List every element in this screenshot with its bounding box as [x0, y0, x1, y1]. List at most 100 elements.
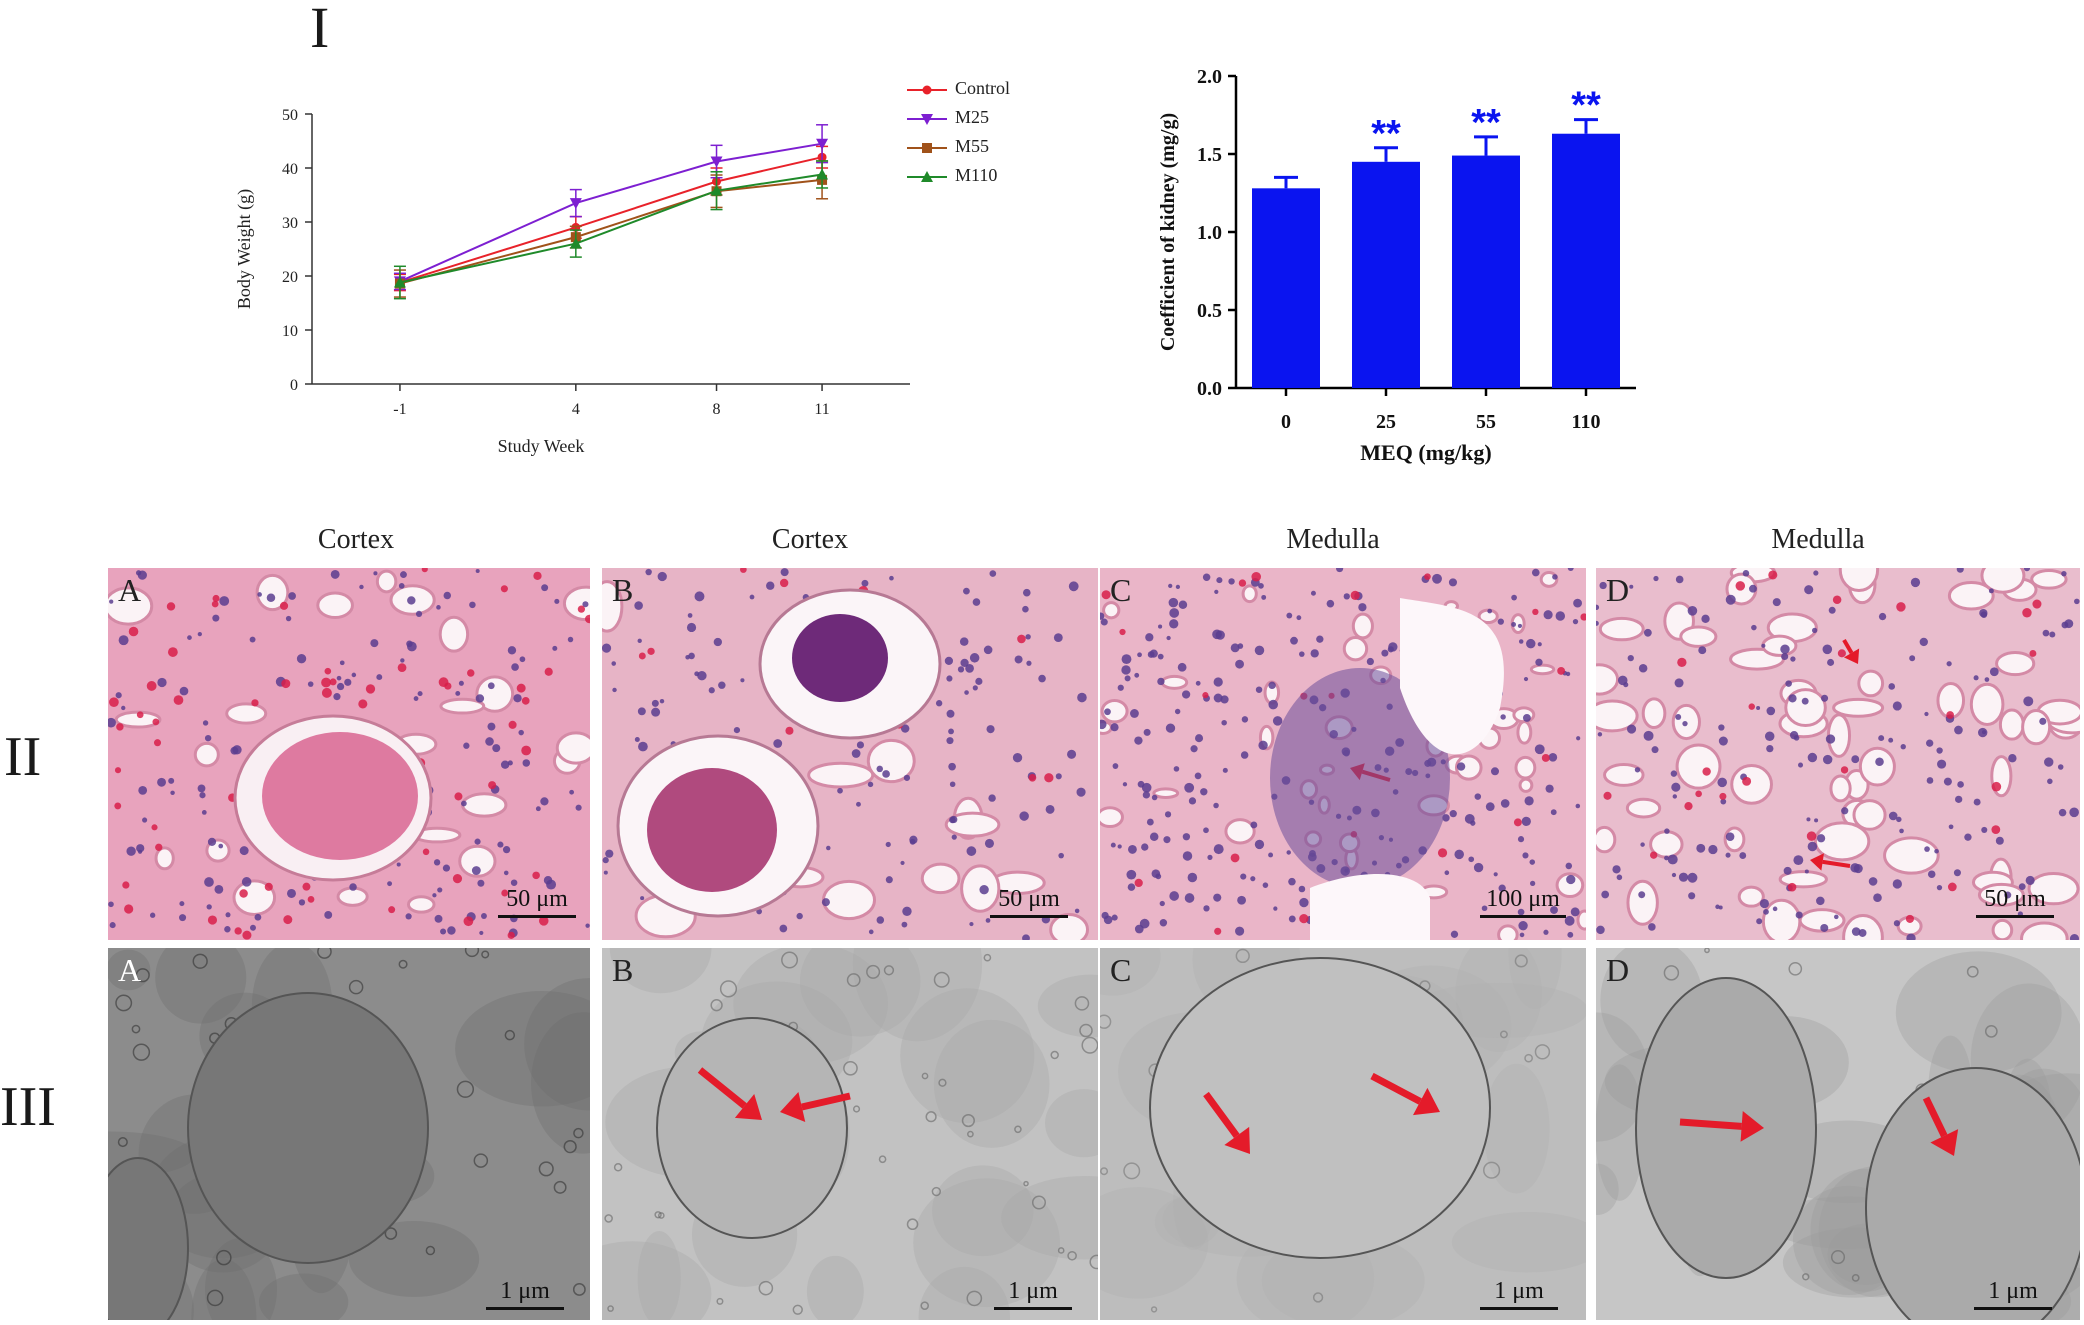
nucleus [740, 678, 745, 683]
lumen [225, 702, 268, 725]
nucleus [1909, 655, 1916, 662]
nucleus [963, 587, 970, 595]
nucleus [458, 680, 464, 686]
lumen [1883, 836, 1940, 875]
nucleus [985, 918, 991, 923]
nucleus [1168, 583, 1173, 588]
red-blood-cell [146, 681, 157, 691]
y-tick-label: 30 [282, 215, 298, 232]
red-blood-cell [1702, 767, 1711, 776]
nucleus [1934, 848, 1939, 854]
lumen [1625, 797, 1662, 819]
vesicle [504, 1029, 516, 1041]
nucleus [1387, 646, 1394, 653]
nucleus [944, 656, 954, 666]
nucleus [575, 804, 582, 811]
nucleus [1254, 645, 1265, 656]
lumen [255, 573, 290, 612]
nucleus [1511, 594, 1517, 601]
nucleus [1381, 649, 1389, 657]
nucleus [821, 898, 830, 907]
nucleus [477, 879, 485, 887]
nucleus [118, 635, 129, 646]
nucleus [1936, 747, 1943, 754]
nucleus [779, 924, 788, 933]
nucleus [197, 632, 202, 637]
nucleus [1989, 667, 1999, 677]
nucleus [2057, 764, 2064, 770]
nucleus [1653, 575, 1659, 582]
vesicle [921, 1072, 929, 1080]
nucleus [417, 691, 423, 697]
nucleus [1343, 593, 1350, 600]
nucleus [254, 913, 262, 921]
red-blood-cell [124, 904, 134, 914]
nucleus [1112, 763, 1119, 769]
nucleus [1250, 876, 1256, 882]
nucleus [136, 844, 145, 853]
nucleus [986, 725, 995, 734]
nucleus [1643, 628, 1652, 637]
red-blood-cell [264, 882, 273, 891]
legend-item: M55 [905, 136, 989, 157]
panel-label: C [1110, 952, 1132, 988]
red-blood-cell [239, 889, 248, 898]
nucleus [1067, 749, 1077, 759]
nucleus [540, 797, 549, 806]
lumen [406, 895, 436, 914]
nucleus [2025, 875, 2035, 885]
nucleus [1169, 891, 1180, 901]
red-blood-cell [1028, 773, 1037, 782]
nucleus [1145, 633, 1154, 642]
vesicle [1089, 1254, 1098, 1270]
nucleus [1298, 885, 1306, 893]
nucleus [1143, 728, 1151, 736]
vesicle [216, 1249, 232, 1266]
organelle [531, 1012, 590, 1154]
nucleus [1490, 767, 1499, 776]
nucleus [469, 601, 476, 609]
vesicle [1483, 1161, 1501, 1179]
nucleus [1241, 716, 1249, 723]
nucleus [1781, 652, 1789, 660]
nucleus [1104, 708, 1111, 716]
nucleus [1165, 723, 1176, 733]
nucleus [1906, 933, 1916, 940]
red-blood-cell [1541, 753, 1550, 762]
vesicle [1100, 1014, 1112, 1029]
nucleus [1214, 589, 1219, 594]
red-blood-cell [166, 602, 176, 611]
nucleus [2061, 621, 2069, 629]
nucleus [1564, 915, 1575, 926]
nucleus [1182, 690, 1191, 699]
red-blood-cell [785, 726, 794, 735]
arrow-marker [780, 1091, 851, 1123]
vesicle [1235, 948, 1250, 964]
nucleus [1892, 701, 1902, 711]
nucleus [1865, 1067, 2080, 1320]
lumen [1518, 777, 1534, 793]
nucleus [2008, 754, 2017, 763]
red-blood-cell [488, 781, 497, 790]
arrow-head [1930, 1129, 1959, 1156]
organelle [1001, 1175, 1098, 1260]
nucleus [1456, 762, 1466, 771]
red-blood-cell [114, 802, 122, 810]
nucleus [546, 879, 557, 890]
nucleus [1487, 608, 1493, 614]
nucleus [1674, 678, 1684, 688]
panel-label: D [1606, 572, 1630, 608]
nucleus [168, 777, 175, 784]
nucleus [1299, 651, 1305, 657]
organelle [933, 1019, 1050, 1148]
nucleus [1100, 719, 1107, 730]
nucleus [541, 584, 549, 592]
nucleus [1926, 739, 1934, 747]
panel-label: B [612, 952, 634, 988]
red-blood-cell [122, 881, 130, 889]
red-blood-cell [167, 647, 178, 657]
organelle [1451, 1211, 1586, 1273]
vesicle [1123, 1162, 1141, 1180]
lumen [1596, 663, 1620, 696]
nucleus [1756, 918, 1763, 925]
